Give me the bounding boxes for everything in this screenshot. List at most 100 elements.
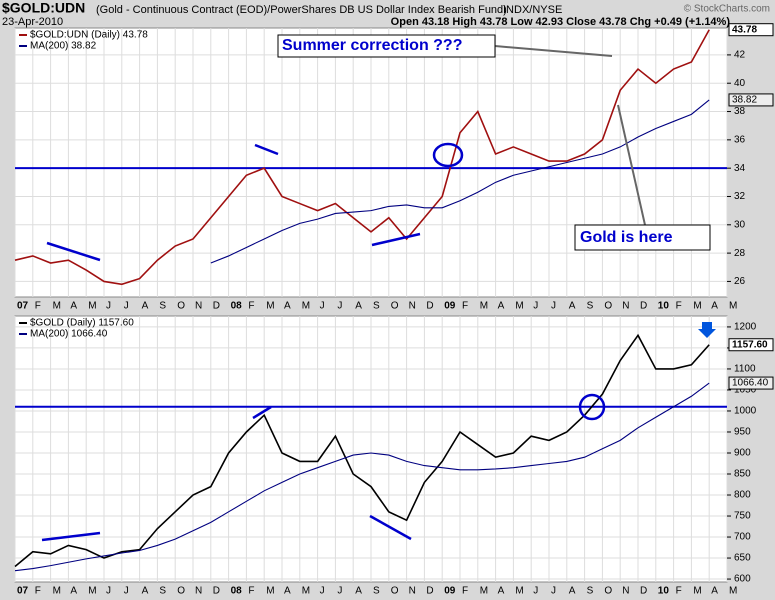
x-tick-label: F [676,301,682,312]
x-tick-label: 08 [231,301,243,312]
x-tick-label: N [195,301,202,312]
trend-line [371,232,421,247]
arrow [698,322,716,338]
x-tick-label: S [159,586,166,597]
circle-mark [432,142,464,168]
x-tick-label: A [355,301,362,312]
x-tick-label: S [159,301,166,312]
last-value-box [728,338,774,352]
x-tick-label: O [391,586,399,597]
y-tick-label: 650 [734,553,751,564]
y-tick-label: 950 [734,427,751,438]
x-tick-label: M [302,586,310,597]
x-tick-label: 07 [17,301,29,312]
x-tick-label: A [569,586,576,597]
y-tick-label: 42 [734,50,746,61]
legend-label: $GOLD (Daily) 1157.60 [30,318,134,329]
x-tick-label: D [213,301,220,312]
x-tick-label: M [266,301,274,312]
x-tick-label: J [533,586,538,597]
x-tick-label: O [177,301,185,312]
y-tick-label: 1050 [734,385,757,396]
symbol: $GOLD:UDN [2,0,85,16]
y-tick-label: 1100 [734,364,756,375]
y-tick-label: 700 [734,532,751,543]
description: (Gold - Continuous Contract (EOD)/PowerS… [96,4,507,16]
x-tick-label: A [70,586,77,597]
x-tick-label: A [569,301,576,312]
y-tick-label: 26 [734,276,746,287]
x-tick-label: M [53,301,61,312]
last-value-label: 1157.60 [732,339,768,350]
x-tick-label: N [409,301,416,312]
x-tick-label: A [70,301,77,312]
annotation: Gold is here [580,229,673,246]
x-tick-label: S [373,586,380,597]
trend-line [41,531,101,542]
x-tick-label: A [142,586,149,597]
trend-line [46,241,101,262]
y-tick-label: 28 [734,248,746,259]
y-tick-label: 40 [734,78,746,89]
x-tick-label: A [498,586,505,597]
last-value-label: 38.82 [732,95,757,106]
x-tick-label: F [676,586,682,597]
x-tick-label: M [88,301,96,312]
x-tick-label: M [53,586,61,597]
x-tick-label: D [213,586,220,597]
x-tick-label: J [320,586,325,597]
x-tick-label: O [177,586,185,597]
x-tick-label: O [604,586,612,597]
x-tick-label: F [248,301,254,312]
x-tick-label: J [551,301,556,312]
x-tick-label: J [337,586,342,597]
x-tick-label: N [195,586,202,597]
x-tick-label: A [284,301,291,312]
y-tick-label: 800 [734,490,751,501]
x-tick-label: N [622,586,629,597]
x-tick-label: 09 [444,301,456,312]
annotation-box [574,224,711,251]
x-tick-label: M [266,586,274,597]
x-tick-label: F [462,301,468,312]
price-line [14,382,710,572]
x-tick-label: M [729,586,737,597]
y-tick-label: 36 [734,134,746,145]
price-line [14,29,710,286]
callout [617,104,646,226]
x-tick-label: A [711,586,718,597]
y-tick-label: 34 [734,163,746,174]
x-tick-label: 07 [17,586,29,597]
x-tick-label: M [302,301,310,312]
x-tick-label: D [426,586,433,597]
y-tick-label: 38 [734,106,746,117]
annotation-box [277,34,496,58]
quote: Open 43.18 High 43.78 Low 42.93 Close 43… [391,16,731,28]
x-tick-label: A [711,301,718,312]
x-tick-label: F [35,586,41,597]
x-tick-label: J [124,301,129,312]
x-tick-label: J [551,586,556,597]
x-tick-label: F [35,301,41,312]
x-tick-label: J [106,301,111,312]
y-tick-label: 1200 [734,322,757,333]
date: 23-Apr-2010 [2,16,63,28]
x-tick-label: F [248,586,254,597]
exchange: INDX/NYSE [503,4,562,16]
y-tick-label: 750 [734,511,751,522]
trend-line [252,405,272,420]
y-tick-label: 850 [734,469,751,480]
x-tick-label: A [142,301,149,312]
annotation: Summer correction ??? [282,37,462,54]
legend-label: $GOLD:UDN (Daily) 43.78 [30,30,148,41]
x-tick-label: M [480,586,488,597]
x-tick-label: M [515,586,523,597]
trend-line [369,514,412,541]
x-tick-label: J [533,301,538,312]
x-tick-label: S [373,301,380,312]
x-tick-label: J [337,301,342,312]
x-tick-label: D [640,301,647,312]
x-tick-label: M [729,301,737,312]
x-tick-label: S [587,301,594,312]
